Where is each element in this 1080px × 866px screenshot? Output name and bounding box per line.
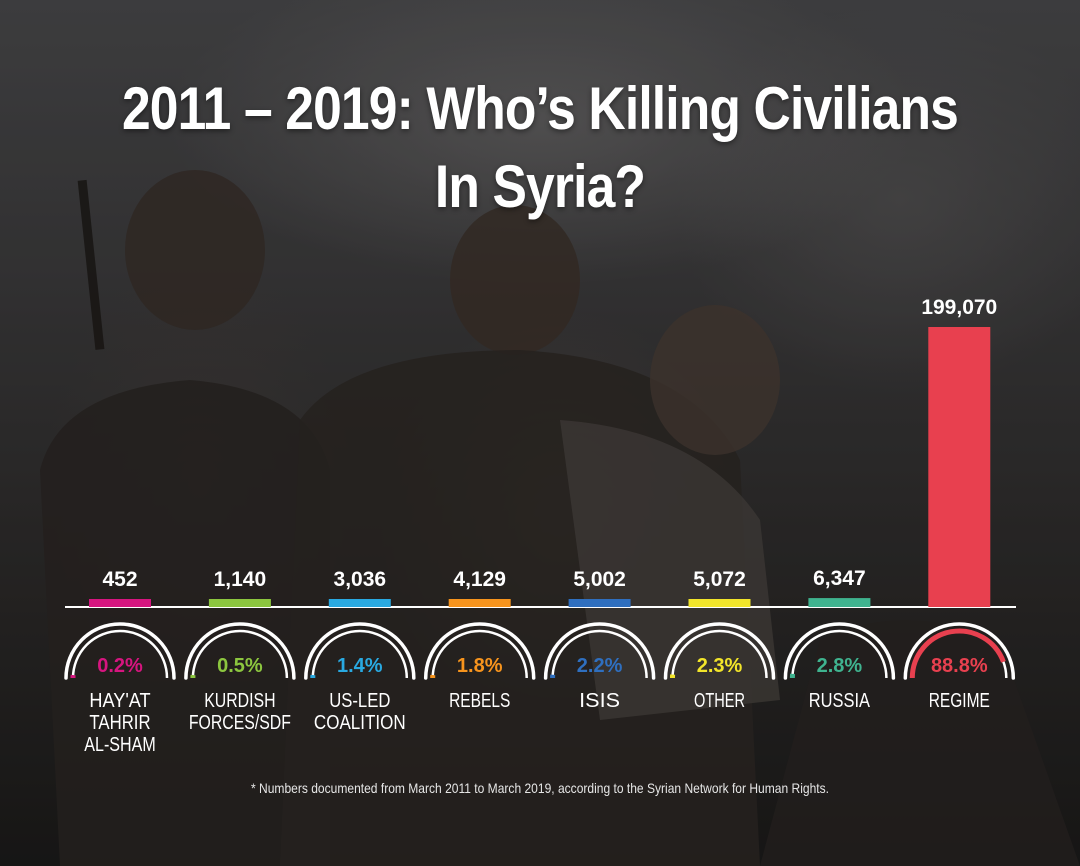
bar-6 bbox=[808, 598, 871, 607]
gauge-inner-arc-0 bbox=[71, 629, 169, 679]
gauge-outer-arc-4 bbox=[543, 622, 656, 680]
percent-label-6: 2.8% bbox=[817, 655, 863, 677]
bar-7 bbox=[928, 327, 991, 607]
title-line-2: In Syria? bbox=[434, 153, 646, 220]
value-label-4: 5,002 bbox=[573, 568, 626, 591]
bar-2 bbox=[328, 599, 391, 607]
gauge-inner-arc-1 bbox=[191, 629, 289, 679]
percent-label-4: 2.2% bbox=[577, 655, 623, 677]
value-label-6: 6,347 bbox=[813, 567, 866, 590]
percent-label-2: 1.4% bbox=[337, 655, 383, 677]
category-label-3-line-0: REBELS bbox=[449, 690, 510, 712]
bar-3 bbox=[448, 599, 511, 607]
value-label-0: 452 bbox=[102, 568, 137, 591]
category-label-1-line-1: FORCES/SDF bbox=[189, 712, 291, 734]
value-label-5: 5,072 bbox=[693, 568, 746, 591]
page-title: 2011 – 2019: Who’s Killing Civilians In … bbox=[76, 70, 1005, 226]
category-label-2-line-0: US-LED bbox=[329, 690, 390, 712]
category-label-7-line-0: REGIME bbox=[929, 690, 990, 712]
percent-label-5: 2.3% bbox=[697, 655, 743, 677]
category-label-0-line-0: HAY'AT bbox=[89, 690, 150, 712]
gauge-outer-arc-2 bbox=[304, 622, 416, 680]
gauge-inner-arc-6 bbox=[791, 629, 888, 679]
category-label-1-line-0: KURDISH bbox=[204, 690, 275, 712]
bar-5 bbox=[688, 599, 751, 607]
gauge-outer-arc-7 bbox=[903, 622, 1016, 680]
percent-label-7: 88.8% bbox=[931, 655, 988, 677]
bar-0 bbox=[89, 599, 151, 607]
gauge-inner-arc-2 bbox=[311, 629, 409, 679]
title-line-1: 2011 – 2019: Who’s Killing Civilians bbox=[121, 75, 959, 142]
category-label-4-line-0: ISIS bbox=[579, 690, 620, 712]
category-label-0-line-1: TAHRIR bbox=[89, 712, 150, 734]
gauge-outer-arc-0 bbox=[64, 622, 176, 680]
value-label-1: 1,140 bbox=[214, 568, 267, 591]
footnote: * Numbers documented from March 2011 to … bbox=[251, 780, 829, 796]
gauge-outer-arc-6 bbox=[783, 622, 896, 680]
value-label-3: 4,129 bbox=[453, 568, 506, 591]
gauge-inner-arc-3 bbox=[431, 629, 528, 679]
category-label-0-line-2: AL-SHAM bbox=[84, 734, 155, 756]
percent-label-0: 0.2% bbox=[97, 655, 143, 677]
bar-1 bbox=[208, 599, 271, 607]
category-label-5-line-0: OTHER bbox=[694, 690, 745, 712]
gauge-outer-arc-1 bbox=[184, 622, 296, 680]
category-label-2-line-1: COALITION bbox=[314, 712, 406, 734]
gauge-outer-arc-3 bbox=[423, 622, 536, 680]
value-label-2: 3,036 bbox=[334, 568, 387, 591]
gauge-outer-arc-5 bbox=[663, 622, 776, 680]
gauge-inner-arc-4 bbox=[551, 629, 648, 679]
gauge-inner-arc-5 bbox=[671, 629, 768, 679]
value-label-7: 199,070 bbox=[921, 296, 997, 319]
gauge-fill-7 bbox=[909, 628, 1006, 679]
percent-label-3: 1.8% bbox=[457, 655, 503, 677]
category-label-6-line-0: RUSSIA bbox=[809, 690, 871, 712]
percent-label-1: 0.5% bbox=[217, 655, 263, 677]
bar-4 bbox=[568, 599, 631, 607]
